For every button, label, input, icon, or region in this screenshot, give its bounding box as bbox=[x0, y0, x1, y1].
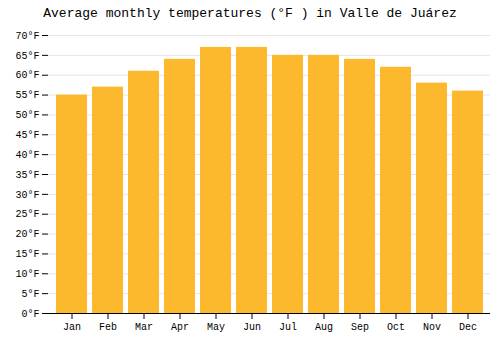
svg-text:Feb: Feb bbox=[99, 322, 117, 333]
svg-text:Jul: Jul bbox=[279, 322, 297, 333]
svg-text:0°F: 0°F bbox=[21, 309, 39, 320]
svg-text:Apr: Apr bbox=[171, 322, 189, 333]
svg-text:May: May bbox=[207, 322, 225, 333]
svg-text:Dec: Dec bbox=[459, 322, 477, 333]
svg-text:40°F: 40°F bbox=[15, 150, 39, 161]
svg-text:Nov: Nov bbox=[423, 322, 441, 333]
svg-text:60°F: 60°F bbox=[15, 70, 39, 81]
svg-text:Sep: Sep bbox=[351, 322, 369, 333]
svg-text:30°F: 30°F bbox=[15, 190, 39, 201]
svg-text:20°F: 20°F bbox=[15, 229, 39, 240]
svg-text:Aug: Aug bbox=[315, 322, 333, 333]
svg-text:Oct: Oct bbox=[387, 322, 405, 333]
svg-text:5°F: 5°F bbox=[21, 289, 39, 300]
svg-text:Mar: Mar bbox=[135, 322, 153, 333]
svg-text:15°F: 15°F bbox=[15, 249, 39, 260]
svg-text:Jun: Jun bbox=[243, 322, 261, 333]
html-text:Average monthly temperatures (: Average monthly temperatures (°F ) in Va… bbox=[43, 6, 457, 21]
svg-text:70°F: 70°F bbox=[15, 31, 39, 42]
svg-text:45°F: 45°F bbox=[15, 130, 39, 141]
svg-text:25°F: 25°F bbox=[15, 209, 39, 220]
svg-text:35°F: 35°F bbox=[15, 170, 39, 181]
svg-text:55°F: 55°F bbox=[15, 90, 39, 101]
svg-text:Jan: Jan bbox=[63, 322, 81, 333]
svg-text:65°F: 65°F bbox=[15, 51, 39, 62]
svg-text:50°F: 50°F bbox=[15, 110, 39, 121]
svg-text:10°F: 10°F bbox=[15, 269, 39, 280]
